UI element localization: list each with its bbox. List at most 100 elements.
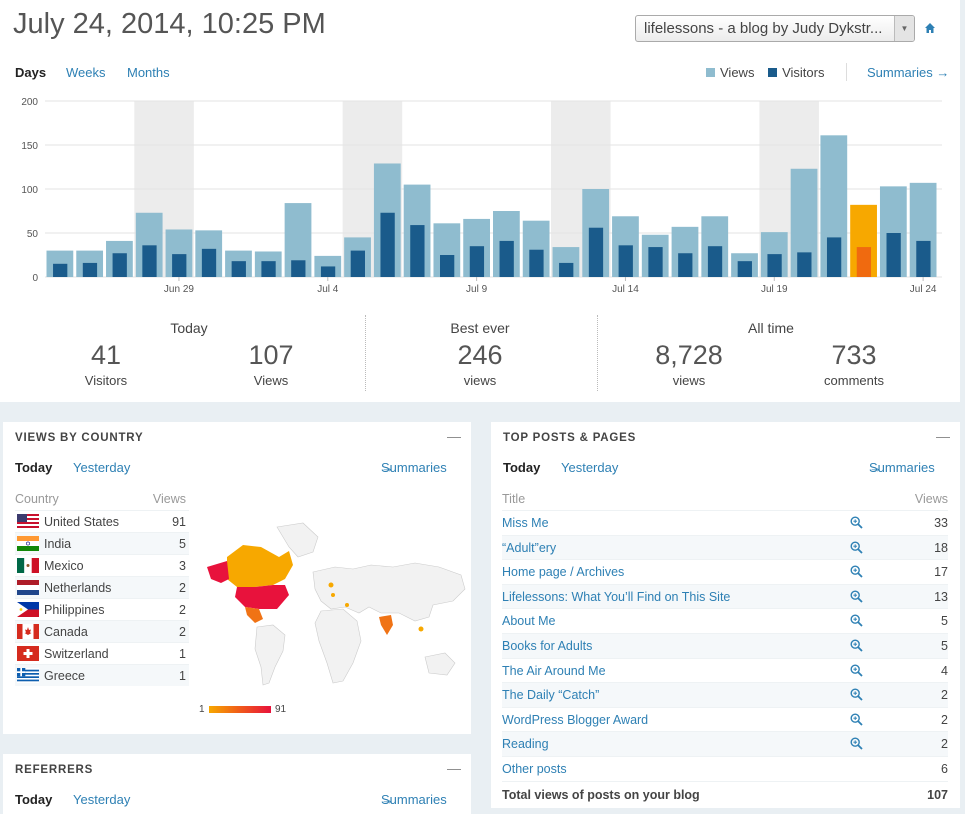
table-row: WordPress Blogger Award 2 [502, 706, 948, 732]
zoom-icon[interactable] [850, 565, 863, 578]
referrers-card: REFERRERS — Today Yesterday Summaries → [3, 754, 471, 814]
arrow-right-icon: → [381, 792, 394, 807]
tab-yesterday[interactable]: Yesterday [561, 460, 619, 475]
arrow-right-icon: → [381, 460, 394, 475]
post-title-link[interactable]: Home page / Archives [502, 565, 625, 580]
tab-yesterday[interactable]: Yesterday [73, 460, 131, 475]
best-ever-stat: 246 views [420, 340, 540, 388]
country-views: 3 [179, 559, 186, 573]
map-eurasia [312, 562, 466, 622]
country-name: Switzerland [44, 647, 109, 661]
visitors-bar [826, 237, 842, 277]
table-row: Greece 1 [15, 664, 189, 686]
table-row: India 5 [15, 532, 189, 554]
post-title-link[interactable]: About Me [502, 614, 556, 629]
netherlands-flag-icon [17, 580, 39, 595]
y-tick-label: 200 [21, 97, 38, 108]
table-row: Netherlands 2 [15, 576, 189, 598]
top-posts-card: TOP POSTS & PAGES — Today Yesterday Summ… [491, 422, 960, 808]
legend-visitors: Visitors [782, 65, 825, 80]
post-title-link[interactable]: The Air Around Me [502, 663, 606, 678]
home-icon[interactable] [924, 22, 936, 34]
post-title-link[interactable]: Lifelessons: What You’ll Find on This Si… [502, 589, 731, 604]
page-title: July 24, 2014, 10:25 PM [13, 8, 326, 40]
country-name: Netherlands [44, 581, 112, 595]
tab-months[interactable]: Months [127, 65, 170, 80]
divider [597, 315, 598, 391]
visitors-bar [559, 262, 574, 277]
all-time-views-stat: 8,728 views [629, 340, 749, 388]
post-title-link[interactable]: “Adult”ery [502, 540, 557, 555]
post-title-link[interactable]: Reading [502, 737, 549, 752]
chart-legend: Views Visitors [706, 65, 824, 80]
x-tick-label: Jun 29 [164, 284, 194, 295]
arrow-right-icon: → [869, 460, 882, 475]
country-views: 2 [179, 603, 186, 617]
today-views-stat: 107 Views [211, 340, 331, 388]
country-name: Greece [44, 669, 85, 683]
table-row: About Me 5 [502, 608, 948, 633]
blog-selector[interactable]: lifelessons - a blog by Judy Dykstr... ▼ [635, 15, 915, 42]
summaries-label: Summaries [869, 460, 935, 475]
table-row: Home page / Archives 17 [502, 559, 948, 584]
visitors-bar [529, 249, 544, 277]
zoom-icon[interactable] [850, 639, 863, 652]
total-label: Total views of posts on your blog [502, 787, 700, 802]
tab-yesterday[interactable]: Yesterday [73, 792, 131, 807]
country-rows: United States 91 India 5 Mexico 3 Nether… [15, 510, 189, 686]
zoom-icon[interactable] [850, 737, 863, 750]
table-row: Miss Me 33 [502, 510, 948, 535]
table-header: Title Views [502, 490, 948, 510]
col-views: Views [152, 492, 186, 506]
map-canada [227, 545, 293, 587]
post-title-link[interactable]: Books for Adults [502, 638, 593, 653]
visitors-bar [797, 252, 812, 277]
zoom-icon[interactable] [850, 713, 863, 726]
zoom-icon[interactable] [850, 664, 863, 677]
post-views: 13 [934, 589, 948, 604]
tab-days[interactable]: Days [15, 65, 47, 80]
minimize-icon[interactable]: — [447, 760, 461, 776]
tab-today[interactable]: Today [15, 460, 53, 475]
tab-weeks[interactable]: Weeks [66, 65, 106, 80]
y-tick-label: 100 [21, 185, 38, 196]
visitors-bar [588, 227, 604, 277]
zoom-icon[interactable] [850, 541, 863, 554]
post-title-link[interactable]: Other posts [502, 761, 567, 776]
x-tick-label: Jul 19 [761, 284, 788, 295]
country-table: Country Views United States 91 India 5 M… [15, 490, 189, 686]
minimize-icon[interactable]: — [936, 428, 950, 444]
summaries-label: Summaries [381, 792, 447, 807]
summaries-link[interactable]: Summaries → [867, 65, 949, 80]
minimize-icon[interactable]: — [447, 428, 461, 444]
visitors-bar [737, 261, 752, 277]
visitors-bar [707, 246, 723, 277]
best-ever-heading: Best ever [450, 320, 510, 336]
post-title-link[interactable]: Miss Me [502, 516, 549, 530]
visitors-bar [886, 233, 901, 277]
today-visitors-value: 41 [90, 340, 122, 370]
y-tick-label: 150 [21, 141, 38, 152]
post-title-link[interactable]: The Daily “Catch” [502, 688, 600, 703]
tab-today[interactable]: Today [15, 792, 53, 807]
best-ever-label: views [463, 373, 497, 388]
visitors-bar [82, 262, 98, 277]
summaries-label: Summaries [867, 65, 933, 80]
country-name: Mexico [44, 559, 84, 573]
table-row: The Air Around Me 4 [502, 657, 948, 683]
visitors-bar [320, 266, 336, 277]
y-tick-label: 50 [27, 229, 39, 240]
zoom-icon[interactable] [850, 614, 863, 628]
map-greece [345, 603, 349, 607]
visitors-bar [172, 254, 187, 277]
zoom-icon[interactable] [850, 688, 863, 701]
map-africa [314, 608, 362, 684]
legend-views: Views [720, 65, 755, 80]
table-row: United States 91 [15, 510, 189, 532]
zoom-icon[interactable] [850, 516, 863, 529]
post-views: 4 [941, 663, 948, 678]
us-flag-icon [17, 514, 39, 529]
post-title-link[interactable]: WordPress Blogger Award [502, 712, 649, 727]
tab-today[interactable]: Today [503, 460, 541, 475]
zoom-icon[interactable] [850, 590, 863, 603]
